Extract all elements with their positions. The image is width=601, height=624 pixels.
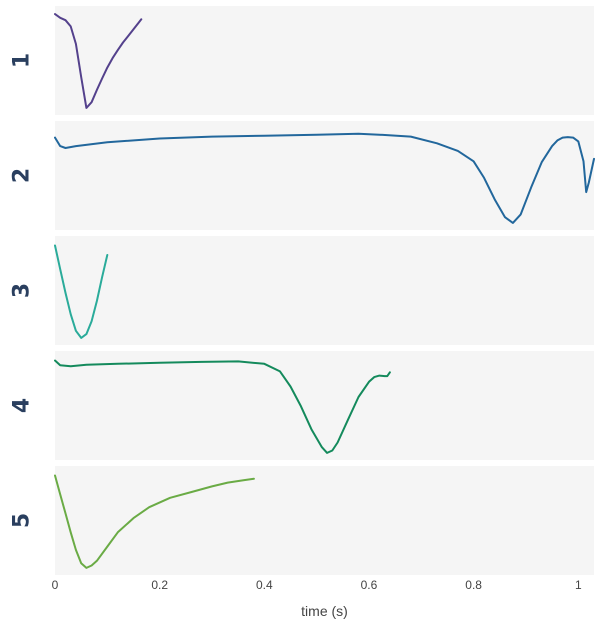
panel-label-1: 1 bbox=[10, 53, 35, 68]
series-line-1 bbox=[54, 13, 143, 109]
panel-label-5: 5 bbox=[10, 513, 35, 528]
x-tick-label: 0.2 bbox=[151, 578, 168, 592]
series-line-2 bbox=[54, 132, 595, 224]
x-tick-label: 0 bbox=[52, 578, 59, 592]
panel-5: 5 bbox=[10, 466, 594, 575]
x-axis-ticks: 0 0.2 0.4 0.6 0.8 1 bbox=[52, 578, 582, 592]
panel-background bbox=[55, 351, 594, 460]
panel-background bbox=[55, 466, 594, 575]
x-axis-title: time (s) bbox=[301, 603, 348, 619]
panel-background bbox=[55, 6, 594, 115]
series-line-3 bbox=[54, 244, 109, 339]
panel-1: 1 bbox=[10, 6, 594, 115]
panel-background bbox=[55, 121, 594, 230]
series-line-4 bbox=[54, 359, 391, 454]
series-line-5 bbox=[54, 474, 255, 569]
panel-background bbox=[55, 236, 594, 345]
panel-2: 2 bbox=[10, 121, 595, 230]
x-tick-label: 0.4 bbox=[256, 578, 273, 592]
panel-3: 3 bbox=[10, 236, 594, 345]
panel-label-3: 3 bbox=[10, 283, 35, 298]
panels-layer: 1 2 3 4 5 bbox=[10, 6, 595, 575]
x-tick-label: 0.8 bbox=[465, 578, 482, 592]
panel-label-2: 2 bbox=[10, 168, 35, 183]
x-tick-label: 0.6 bbox=[361, 578, 378, 592]
panel-4: 4 bbox=[10, 351, 594, 460]
panel-label-4: 4 bbox=[10, 398, 35, 413]
x-tick-label: 1 bbox=[575, 578, 582, 592]
